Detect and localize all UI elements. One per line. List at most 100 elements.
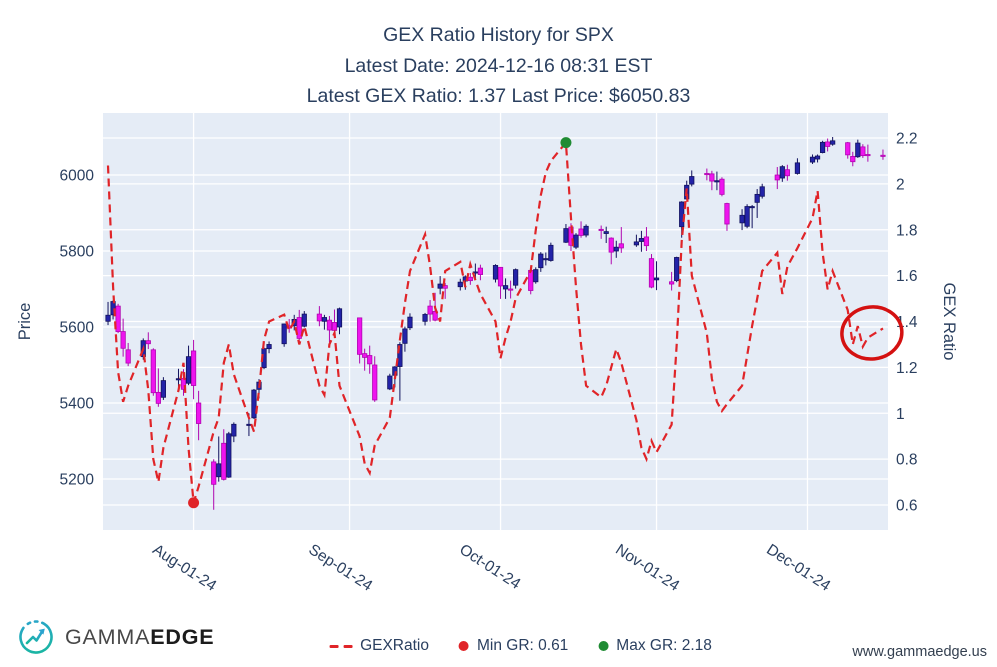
- gex-axis-title: GEX Ratio: [940, 283, 958, 361]
- candle-body: [387, 375, 393, 390]
- candle-body: [326, 319, 333, 331]
- legend-item-min-gr[interactable]: Min GR: 0.61: [458, 637, 569, 655]
- date-tick-label: Aug-01-24: [149, 541, 219, 595]
- candle-body: [754, 193, 760, 203]
- candle-body: [407, 316, 413, 329]
- candle-body: [296, 317, 302, 339]
- candle-body: [362, 353, 368, 358]
- candle-body: [603, 231, 609, 234]
- gex-tick-label: 2.2: [896, 131, 918, 148]
- candle-body: [422, 314, 428, 322]
- logo-text-gamma: GAMMA: [65, 624, 151, 649]
- max-dot-swatch-icon: [598, 641, 609, 651]
- candle-body: [321, 317, 328, 322]
- candle-body: [372, 364, 378, 401]
- candle-body: [704, 173, 710, 176]
- candle-body: [830, 140, 836, 145]
- candle-body: [231, 423, 237, 437]
- candle-body: [497, 266, 504, 287]
- candle-body: [432, 311, 438, 321]
- logo-wordmark: GAMMAEDGE: [65, 625, 214, 650]
- candle-body: [281, 323, 287, 345]
- candle-body: [357, 317, 363, 355]
- gex-tick-label: 1.6: [896, 268, 918, 285]
- price-tick-label: 5400: [60, 396, 95, 413]
- chart-legend: GEXRatio Min GR: 0.61 Max GR: 2.18: [329, 637, 712, 655]
- candle-body: [397, 344, 403, 367]
- date-tick-label: Nov-01-24: [612, 541, 682, 595]
- date-tick-label: Oct-01-24: [456, 541, 523, 593]
- highlight-circle-annotation: [840, 305, 904, 361]
- gex-ratio-line: [106, 139, 884, 504]
- candle-body: [779, 166, 785, 179]
- max-gr-marker: [560, 137, 572, 149]
- candle-body: [880, 154, 886, 157]
- candle-body: [825, 141, 831, 147]
- gex-tick-label: 0.6: [896, 498, 918, 515]
- candle-body: [155, 391, 161, 404]
- legend-item-gexratio[interactable]: GEXRatio: [329, 637, 429, 655]
- candle-body: [719, 178, 725, 195]
- candle-body: [608, 237, 614, 253]
- candle-body: [427, 305, 433, 315]
- candle-body: [674, 257, 680, 282]
- candle-body: [492, 265, 499, 280]
- candle-body: [724, 203, 730, 225]
- price-axis-title: Price: [16, 303, 34, 341]
- candle-body: [583, 225, 589, 236]
- candle-body: [618, 243, 624, 249]
- candle-body: [749, 206, 755, 209]
- candle-body: [331, 322, 338, 331]
- candle-body: [794, 162, 801, 174]
- candle-body: [196, 402, 202, 424]
- candle-body: [669, 281, 675, 285]
- candle-body: [160, 380, 166, 398]
- candle-body: [538, 253, 544, 269]
- watermark-url[interactable]: www.gammaedge.us: [852, 644, 987, 660]
- candle-body: [689, 176, 695, 185]
- gex-tick-label: 1.2: [896, 360, 918, 377]
- candle-body: [648, 258, 655, 288]
- price-tick-label: 6000: [60, 168, 95, 185]
- candle-body: [507, 288, 514, 291]
- candle-body: [598, 228, 604, 231]
- candle-body: [714, 180, 720, 183]
- chart-title-block: GEX Ratio History for SPX Latest Date: 2…: [0, 20, 997, 112]
- candle-body: [643, 236, 650, 247]
- candle-body: [855, 142, 861, 158]
- candle-body: [125, 349, 131, 364]
- candle-body: [115, 305, 121, 332]
- candle-body: [226, 433, 232, 478]
- legend-item-max-gr[interactable]: Max GR: 2.18: [598, 637, 712, 655]
- date-tick-label: Dec-01-24: [763, 541, 833, 595]
- candle-body: [472, 271, 478, 274]
- chart-subtitle-date: Latest Date: 2024-12-16 08:31 EST: [344, 54, 653, 77]
- candle-body: [548, 244, 554, 261]
- candle-body: [739, 214, 745, 224]
- candle-body: [774, 174, 780, 181]
- legend-label: Min GR: 0.61: [476, 637, 569, 654]
- candle-body: [367, 355, 373, 365]
- candle-body: [185, 356, 192, 384]
- candle-body: [221, 442, 227, 480]
- candle-body: [809, 156, 816, 163]
- candle-body: [316, 313, 322, 322]
- candle-body: [216, 463, 222, 478]
- candle-body: [150, 349, 156, 394]
- chart-title: GEX Ratio History for SPX: [383, 24, 614, 46]
- min-dot-swatch-icon: [458, 641, 469, 651]
- candle-body: [653, 277, 660, 281]
- candle-body: [819, 141, 826, 153]
- legend-label: GEXRatio: [360, 637, 429, 654]
- price-tick-label: 5800: [60, 244, 95, 261]
- candle-body: [533, 269, 539, 283]
- gex-tick-label: 1: [896, 406, 905, 423]
- candle-body: [528, 269, 534, 291]
- gammaedge-logo-mark: [19, 620, 53, 654]
- min-gr-marker: [188, 497, 200, 509]
- candle-body: [211, 461, 217, 485]
- gex-tick-label: 1.8: [896, 222, 918, 239]
- candle-body: [442, 285, 448, 289]
